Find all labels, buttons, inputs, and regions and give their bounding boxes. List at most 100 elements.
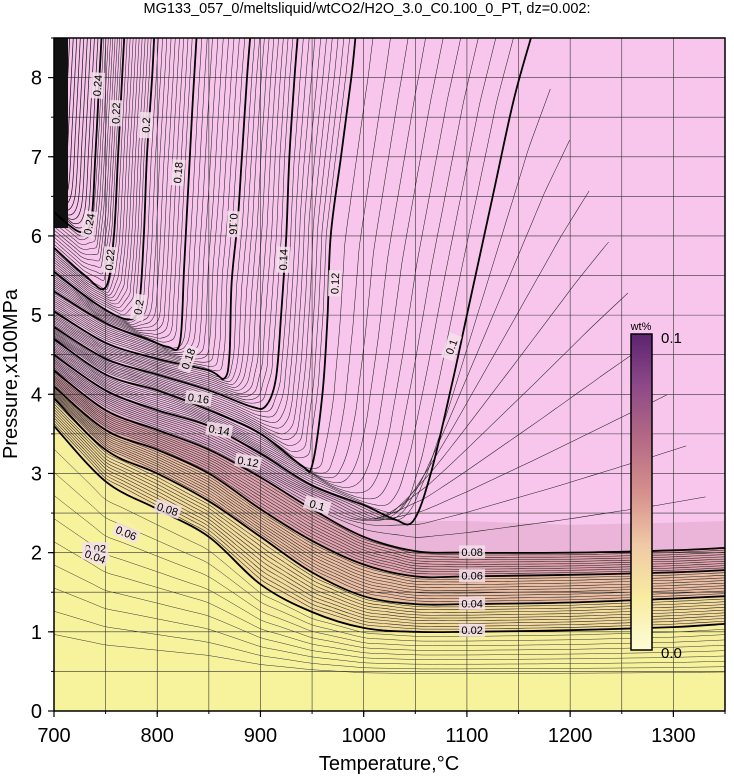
minor-contour: [54, 241, 609, 520]
minor-contour: [54, 392, 725, 591]
minor-contour: [54, 38, 497, 506]
minor-contour: [54, 38, 224, 357]
contour-label-text: 0.12: [329, 273, 342, 295]
y-tick-label: 2: [31, 543, 42, 565]
contour-label-text: 0.16: [226, 213, 239, 235]
minor-contour: [54, 38, 479, 500]
minor-contour: [54, 38, 310, 418]
minor-contour: [54, 495, 725, 646]
major-contours: [54, 38, 725, 634]
minor-contour: [54, 381, 725, 570]
minor-contour: [54, 387, 725, 580]
contour-label-bg: [459, 545, 486, 559]
minor-contour: [54, 38, 270, 388]
minor-contour: [54, 38, 374, 469]
minor-contour: [54, 38, 391, 474]
minor-contour: [54, 38, 134, 296]
minor-contour: [54, 38, 95, 225]
minor-contour: [54, 38, 426, 483]
contour-label-text: 0.24: [82, 213, 98, 236]
minor-contour: [54, 38, 180, 331]
y-tick-label: 3: [31, 463, 42, 485]
minor-contour: [54, 472, 725, 642]
contour-label-bg: [102, 246, 118, 274]
minor-contour: [54, 38, 163, 323]
contour-label-bg: [129, 293, 148, 322]
x-tick-label: 1000: [341, 725, 386, 747]
minor-contour: [54, 423, 725, 630]
x-tick-label: 800: [141, 725, 174, 747]
minor-contour: [54, 38, 116, 262]
contour-label-bg: [108, 99, 123, 127]
contour-0.2: [54, 38, 155, 321]
y-tick-label: 6: [31, 226, 42, 248]
minor-contour: [54, 38, 123, 281]
minor-contour: [54, 139, 570, 520]
contour-0.12: [54, 38, 357, 474]
contour-label: 0.14: [276, 246, 291, 273]
minor-contour: [54, 38, 189, 339]
x-tick-label: 1200: [548, 725, 593, 747]
contour-label: 0.22: [102, 246, 118, 274]
minor-contour: [54, 371, 725, 556]
minor-contour: [54, 38, 152, 316]
contour-label: 0.04: [459, 596, 486, 610]
minor-contour: [54, 38, 229, 360]
contour-0.22: [54, 38, 126, 291]
minor-contour: [54, 409, 725, 616]
contour-label-bg: [138, 111, 153, 139]
contour-0.18: [54, 38, 198, 351]
colorbar-max-label: 0.1: [661, 330, 682, 347]
minor-contour: [54, 395, 725, 599]
contour-0.16: [54, 38, 251, 380]
contour-label: 0.24: [90, 72, 105, 99]
colorbar: wt% 0.1 0.0: [630, 321, 682, 662]
minor-contour: [54, 38, 213, 353]
contour-label-bg: [153, 498, 182, 520]
minor-contour: [54, 38, 168, 325]
contour-label: 0.2: [138, 111, 154, 139]
minor-contour: [54, 587, 725, 665]
minor-contour: [54, 38, 444, 488]
minor-contour: [54, 564, 725, 660]
minor-contour: [54, 393, 725, 594]
minor-contour: [54, 379, 725, 568]
minor-contour: [54, 38, 345, 452]
minor-contour: [54, 38, 185, 335]
contour-label-text: 0.04: [461, 598, 482, 610]
contour-label-text: 0.2: [141, 117, 154, 133]
contour-label: 0.12: [327, 270, 342, 297]
minor-contour: [54, 38, 265, 385]
y-tick-label: 7: [31, 147, 42, 169]
x-tick-label: 700: [37, 725, 70, 747]
x-axis-title: Temperature,°C: [319, 753, 459, 775]
minor-contour: [54, 38, 275, 391]
contour-label-text: 0.22: [111, 102, 124, 124]
contour-label-text: 0.14: [207, 423, 230, 439]
minor-contour: [54, 38, 304, 412]
chart-title: MG133_057_0/meltsliquid/wtCO2/H2O_3.0_C0…: [143, 1, 591, 17]
minor-contour: [54, 38, 208, 351]
minor-contour: [54, 382, 725, 572]
contour-label: 0.22: [108, 99, 124, 127]
contour-label: 0.14: [205, 421, 234, 439]
minor-contour: [54, 38, 514, 514]
minor-contour: [54, 88, 551, 521]
contour-label-bg: [302, 495, 332, 515]
y-tick-label: 1: [31, 622, 42, 644]
minor-contour: [54, 394, 725, 597]
x-tick-label: 1300: [651, 725, 696, 747]
contour-0.1: [54, 38, 532, 526]
colorbar-min-label: 0.0: [661, 645, 682, 662]
contour-label-text: 0.1: [444, 338, 461, 356]
minor-contour: [54, 38, 461, 494]
contour-label-bg: [459, 596, 486, 610]
minor-contour: [54, 38, 316, 423]
contour-label: 0.08: [459, 545, 486, 559]
contour-label: 0.1: [302, 495, 332, 515]
contour-0.08: [54, 369, 725, 554]
saturated-corner: [54, 38, 68, 229]
minor-contour: [54, 365, 667, 522]
colorbar-unit: wt%: [630, 321, 652, 333]
